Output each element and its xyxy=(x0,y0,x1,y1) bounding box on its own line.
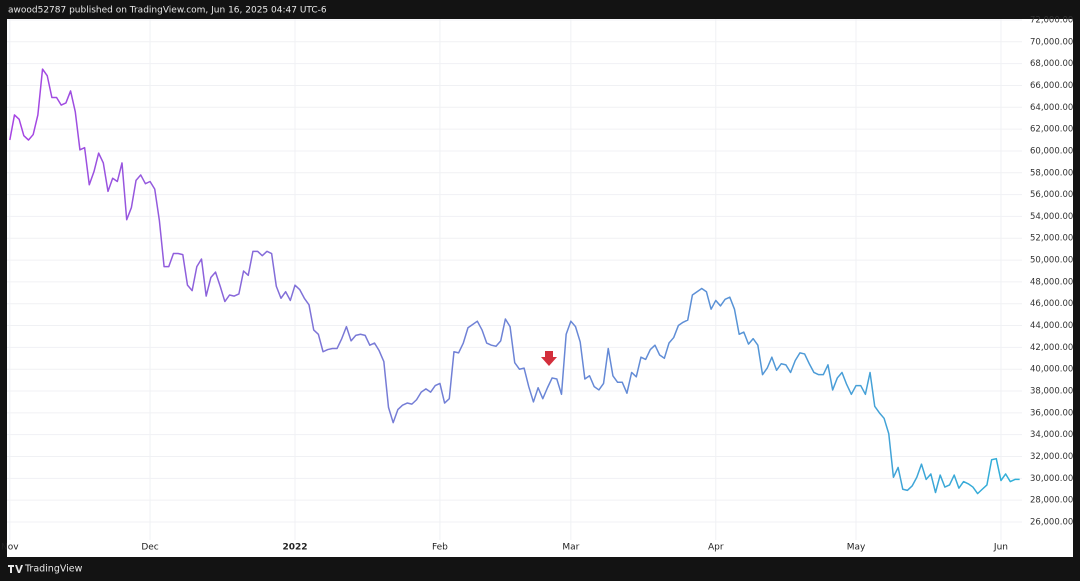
arrow-marker xyxy=(541,351,557,366)
logo xyxy=(8,565,23,573)
x-tick-label: 2022 xyxy=(282,543,307,553)
y-tick-label: 52,000.00 xyxy=(1030,234,1073,244)
y-tick-label: 68,000.00 xyxy=(1030,59,1073,69)
y-tick-label: 50,000.00 xyxy=(1030,256,1073,266)
y-tick-label: 58,000.00 xyxy=(1030,168,1073,178)
y-tick-label: 70,000.00 xyxy=(1030,37,1073,47)
y-tick-label: 44,000.00 xyxy=(1030,321,1073,331)
y-tick-label: 46,000.00 xyxy=(1030,299,1073,309)
y-tick-label: 28,000.00 xyxy=(1030,496,1073,506)
left-margin xyxy=(0,0,7,581)
x-tick-label: Jun xyxy=(993,543,1008,553)
y-tick-label: 30,000.00 xyxy=(1030,474,1073,484)
y-tick-label: 56,000.00 xyxy=(1030,190,1073,200)
x-tick-label: May xyxy=(847,543,866,553)
chart-area xyxy=(7,19,1073,557)
y-tick-label: 40,000.00 xyxy=(1030,365,1073,375)
x-tick-label: Mar xyxy=(562,543,579,553)
y-tick-label: 38,000.00 xyxy=(1030,387,1073,397)
y-tick-label: 34,000.00 xyxy=(1030,430,1073,440)
x-tick-label: Feb xyxy=(432,543,448,553)
x-tick-label: Dec xyxy=(141,543,158,553)
y-tick-label: 62,000.00 xyxy=(1030,125,1073,135)
y-tick-label: 26,000.00 xyxy=(1030,517,1073,527)
x-tick-label: Nov xyxy=(1,543,19,553)
y-tick-label: 64,000.00 xyxy=(1030,103,1073,113)
y-tick-label: 48,000.00 xyxy=(1030,277,1073,287)
price-line xyxy=(9,68,1020,495)
grid xyxy=(7,19,1022,540)
y-tick-label: 60,000.00 xyxy=(1030,146,1073,156)
x-tick-label: Apr xyxy=(708,543,724,553)
footer: TradingView xyxy=(24,564,83,575)
y-tick-label: 72,000.00 xyxy=(1030,15,1073,25)
y-tick-label: 66,000.00 xyxy=(1030,81,1073,91)
y-tick-label: 36,000.00 xyxy=(1030,408,1073,418)
header: awood52787 published on TradingView.com,… xyxy=(8,6,327,16)
y-tick-label: 32,000.00 xyxy=(1030,452,1073,462)
y-tick-label: 54,000.00 xyxy=(1030,212,1073,222)
y-tick-label: 42,000.00 xyxy=(1030,343,1073,353)
plot xyxy=(9,68,1020,495)
